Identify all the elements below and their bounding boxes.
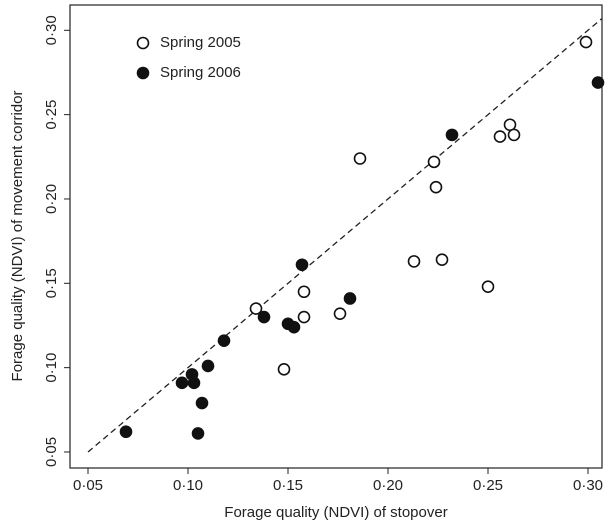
- point: [407, 255, 421, 268]
- point: [429, 180, 443, 194]
- point: [481, 280, 495, 293]
- point: [175, 376, 189, 390]
- point: [427, 155, 441, 169]
- y-tick-label: 0·25: [43, 100, 60, 130]
- legend-marker: [136, 66, 150, 80]
- point: [287, 320, 301, 334]
- x-tick-label: 0·10: [173, 477, 203, 494]
- y-tick-label: 0·15: [43, 268, 60, 298]
- point: [187, 376, 201, 390]
- y-tick-label: 0·05: [43, 437, 60, 467]
- point: [445, 128, 459, 142]
- point: [507, 128, 521, 142]
- legend-label: Spring 2006: [160, 64, 241, 81]
- legend-label: Spring 2005: [160, 34, 241, 51]
- point: [295, 258, 309, 272]
- x-tick-label: 0·05: [73, 477, 103, 494]
- point: [493, 130, 507, 143]
- point: [191, 427, 205, 440]
- point: [579, 35, 593, 49]
- y-tick-label: 0·10: [43, 353, 60, 383]
- point: [343, 292, 357, 305]
- y-axis-label: Forage quality (NDVI) of movement corrid…: [9, 91, 26, 382]
- point: [591, 76, 605, 89]
- point: [297, 310, 311, 324]
- plot-frame: [69, 4, 603, 469]
- x-tick-label: 0·30: [573, 477, 603, 494]
- point: [297, 285, 311, 299]
- point: [119, 425, 133, 439]
- y-tick-label: 0·30: [43, 15, 60, 45]
- point: [201, 359, 215, 373]
- point: [257, 310, 271, 324]
- point: [217, 334, 231, 347]
- point: [277, 363, 291, 376]
- point: [249, 302, 263, 315]
- identity-line: [87, 17, 603, 453]
- point: [353, 152, 367, 165]
- point: [435, 253, 449, 266]
- x-tick-label: 0·15: [273, 477, 303, 494]
- legend-marker: [136, 36, 150, 50]
- x-axis-label: Forage quality (NDVI) of stopover: [224, 504, 447, 521]
- x-tick-label: 0·20: [373, 477, 403, 494]
- x-tick-label: 0·25: [473, 477, 503, 494]
- point: [333, 307, 347, 320]
- y-tick-label: 0·20: [43, 184, 60, 214]
- point: [195, 396, 209, 410]
